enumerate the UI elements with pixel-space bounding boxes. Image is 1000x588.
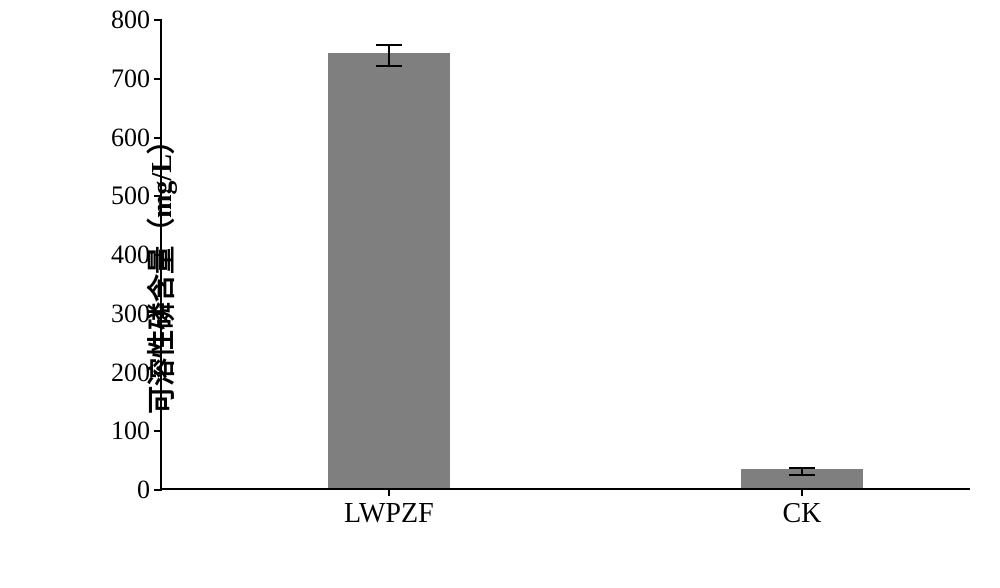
error-cap-bottom — [789, 474, 815, 476]
error-cap-bottom — [376, 65, 402, 67]
y-tick-label: 200 — [90, 358, 150, 388]
bar — [328, 53, 450, 488]
error-bar — [388, 45, 390, 66]
y-tick — [154, 19, 162, 21]
x-tick-label: LWPZF — [344, 498, 434, 530]
error-cap-top — [376, 44, 402, 46]
x-tick — [801, 488, 803, 496]
y-tick-label: 500 — [90, 181, 150, 211]
y-tick-label: 0 — [90, 475, 150, 505]
y-tick-label: 100 — [90, 416, 150, 446]
error-cap-top — [789, 467, 815, 469]
y-tick-label: 400 — [90, 240, 150, 270]
y-tick-label: 300 — [90, 299, 150, 329]
y-tick — [154, 372, 162, 374]
y-tick-label: 800 — [90, 5, 150, 35]
y-tick — [154, 313, 162, 315]
y-tick-label: 600 — [90, 123, 150, 153]
y-tick-label: 700 — [90, 64, 150, 94]
x-tick-label: CK — [782, 498, 821, 530]
y-tick — [154, 195, 162, 197]
y-tick — [154, 430, 162, 432]
plot-area: 0100200300400500600700800LWPZFCK — [160, 20, 970, 490]
y-tick — [154, 489, 162, 491]
y-tick — [154, 254, 162, 256]
bar-chart: 可溶性磷含量（mg/L） 0100200300400500600700800LW… — [130, 20, 970, 520]
y-tick — [154, 137, 162, 139]
y-tick — [154, 78, 162, 80]
x-tick — [388, 488, 390, 496]
